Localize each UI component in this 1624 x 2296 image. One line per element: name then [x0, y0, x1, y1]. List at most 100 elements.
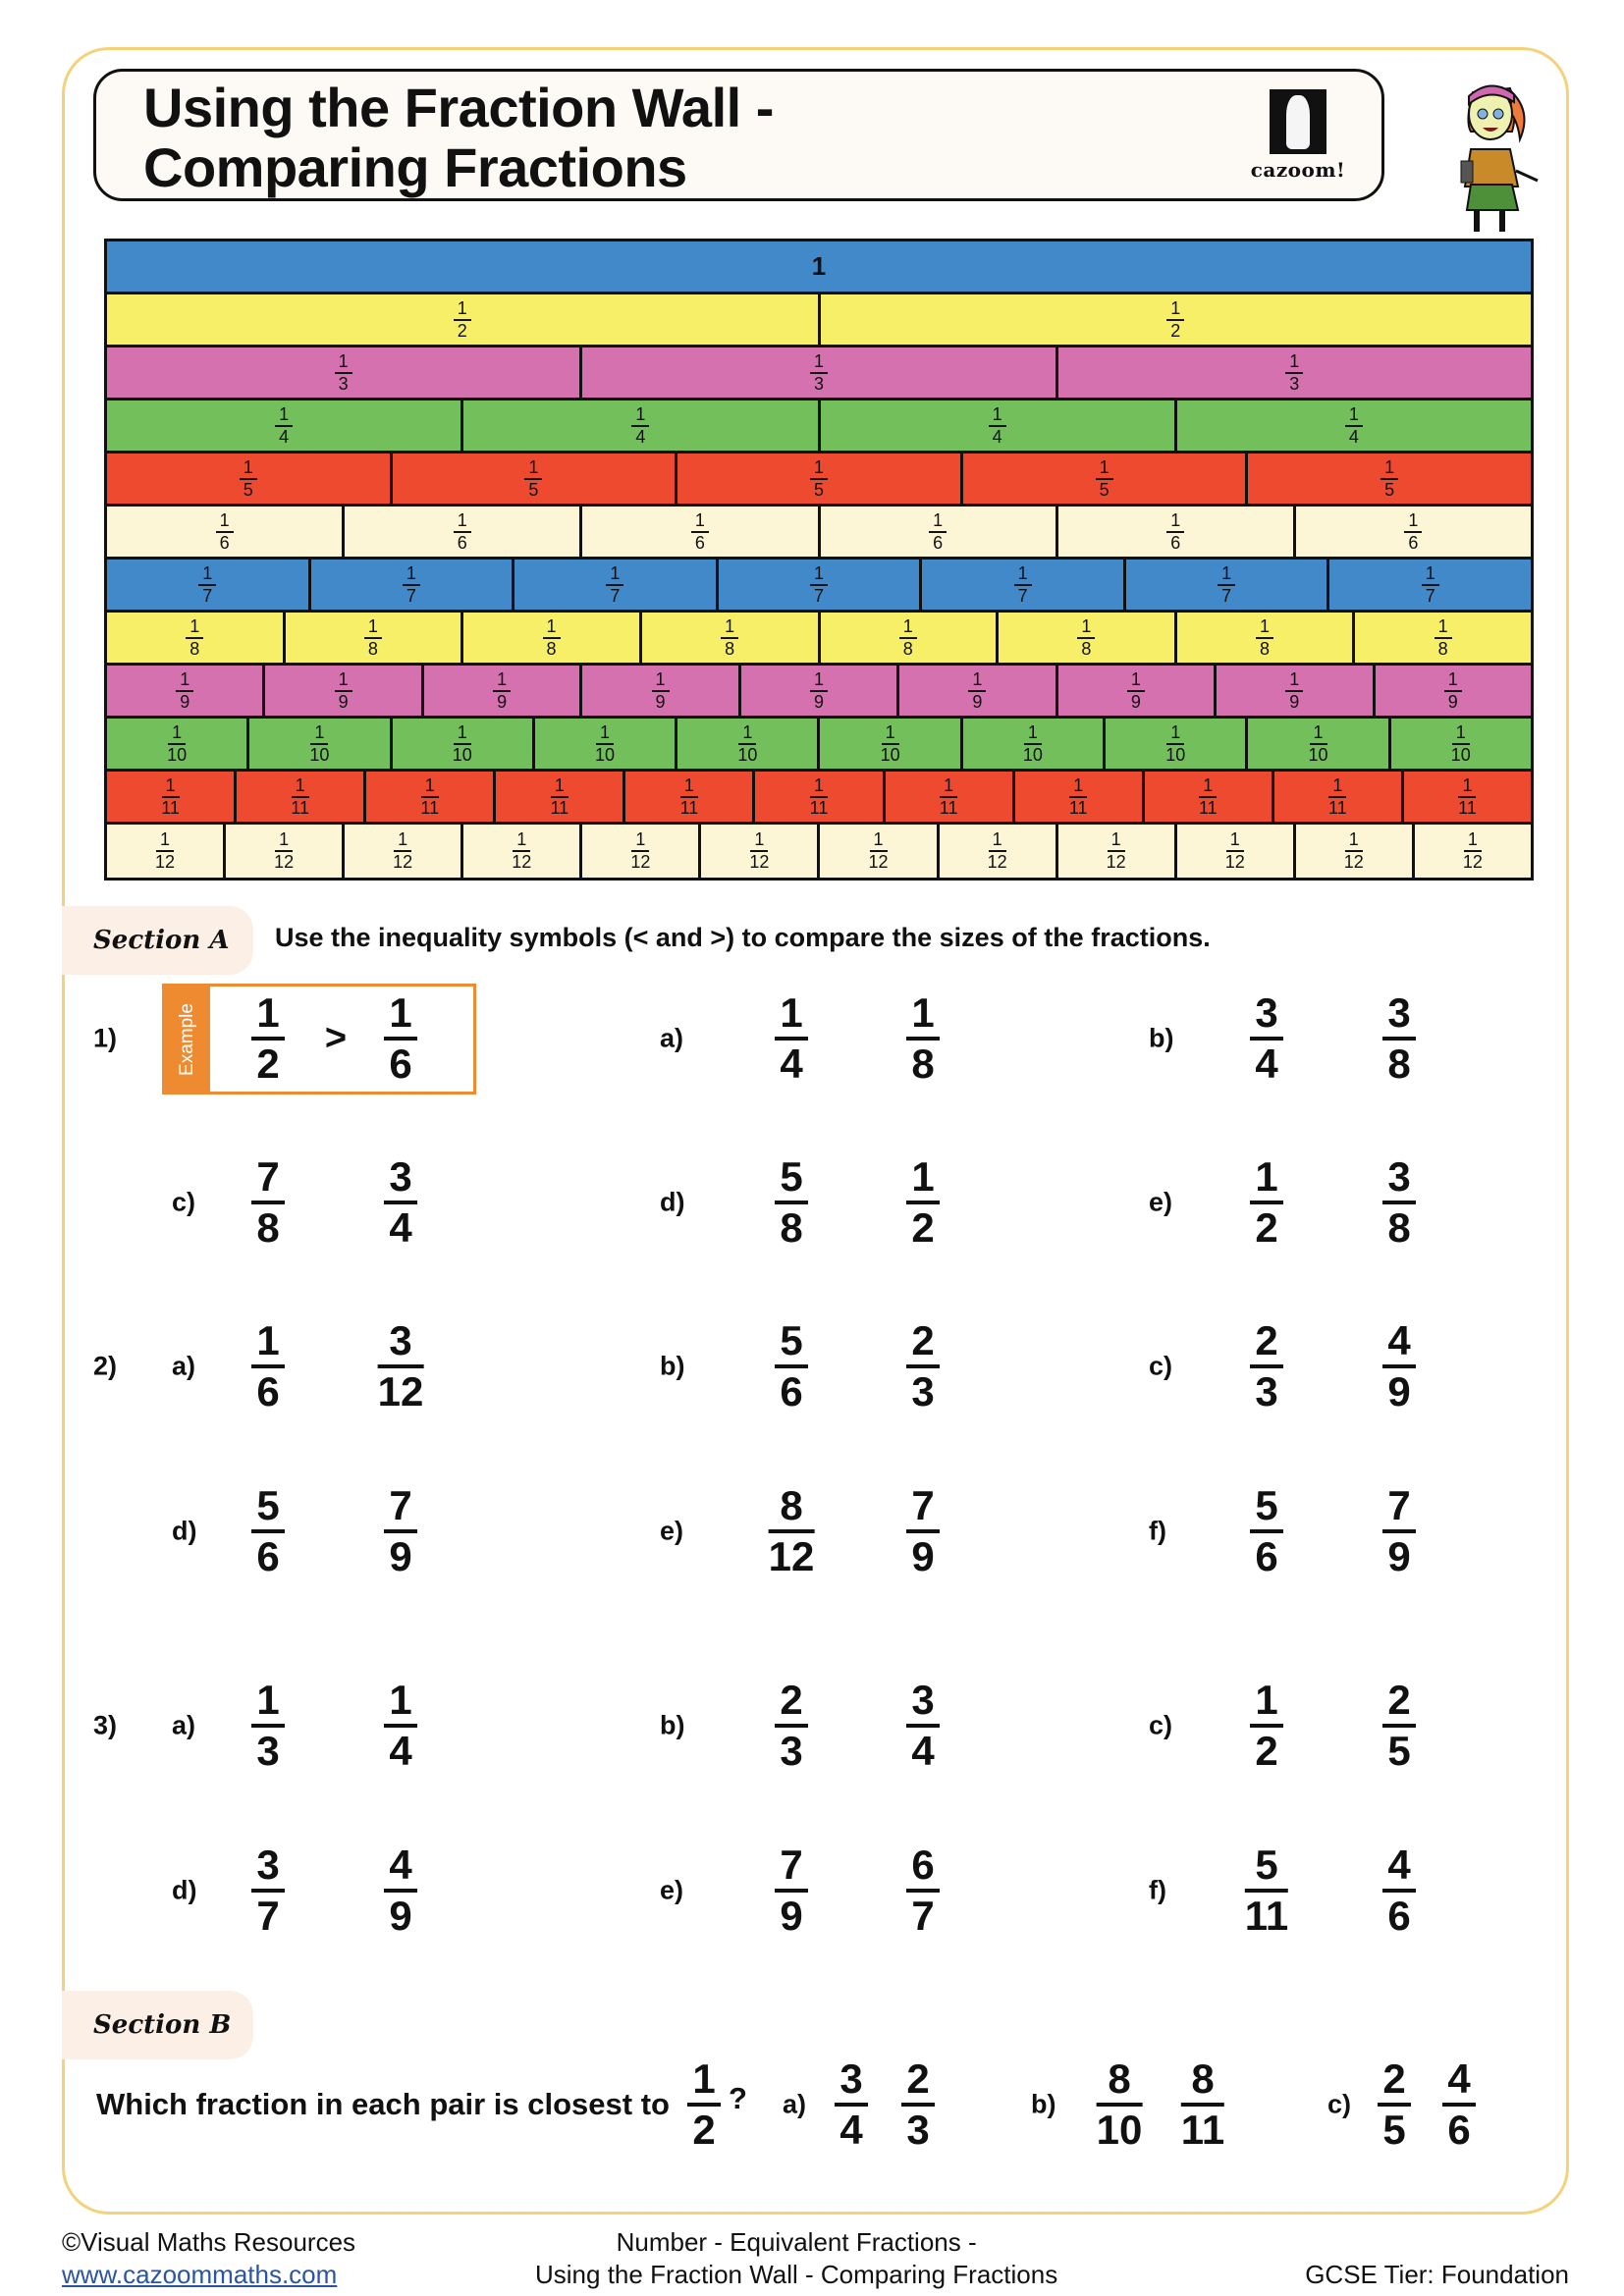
wall-brick: 1 10: [1248, 719, 1391, 769]
unit-fraction-label: 1 12: [1343, 829, 1364, 872]
wall-brick: 1: [107, 241, 1531, 292]
wall-brick: 1 12: [1414, 825, 1531, 878]
wall-brick: 1 10: [534, 719, 678, 769]
fraction-left: 8 12: [768, 1482, 815, 1579]
website-link[interactable]: www.cazoommaths.com: [62, 2260, 338, 2289]
tier-label: GCSE Tier: Foundation: [1305, 2260, 1569, 2289]
unit-fraction-label: 1 10: [737, 721, 758, 765]
wall-brick: 1 10: [820, 719, 963, 769]
wall-brick: 1 11: [1144, 772, 1274, 822]
question-letter: f): [1149, 1875, 1166, 1905]
unit-fraction-label: 1 12: [1224, 829, 1245, 872]
fraction-left: 8 10: [1096, 2056, 1143, 2153]
unit-fraction-label: 1 11: [161, 774, 180, 818]
wall-brick: 1 11: [1014, 772, 1145, 822]
wall-brick: 1 10: [249, 719, 393, 769]
unit-fraction-label: 1 10: [595, 721, 616, 765]
question-letter: c): [1327, 2089, 1352, 2119]
wall-brick: 1 12: [107, 825, 227, 878]
unit-fraction-label: 1 11: [1068, 774, 1088, 818]
unit-fraction-label: 1 10: [167, 721, 188, 765]
unit-fraction-label: 1 10: [452, 721, 472, 765]
unit-fraction-label: 1 10: [1165, 721, 1186, 765]
question-letter: b): [1031, 2089, 1056, 2119]
topic-line-2: Using the Fraction Wall - Comparing Frac…: [535, 2260, 1058, 2289]
question-letter: d): [172, 1875, 197, 1905]
question-number: 1): [93, 1023, 118, 1053]
question-letter: b): [1149, 1023, 1174, 1053]
wall-brick: 1 11: [366, 772, 497, 822]
unit-fraction-label: 1 12: [274, 829, 295, 872]
question-letter: d): [172, 1516, 197, 1546]
question-letter: c): [1149, 1351, 1173, 1381]
wall-brick: 1 11: [237, 772, 367, 822]
wall-brick: 1 11: [1403, 772, 1532, 822]
wall-row-1: 1: [107, 241, 1531, 294]
wall-brick: 1 11: [885, 772, 1015, 822]
fraction-right: 8 11: [1180, 2056, 1225, 2153]
section-b-tab: Section B: [62, 1991, 253, 2059]
wall-brick: 1 11: [1273, 772, 1404, 822]
wall-brick: 1 11: [496, 772, 626, 822]
wall-brick: 1 11: [625, 772, 756, 822]
wall-brick: 1 12: [463, 825, 583, 878]
question-number: 2): [93, 1351, 118, 1381]
unit-fraction-label: 1 12: [987, 829, 1007, 872]
wall-brick: 1 12: [939, 825, 1058, 878]
unit-fraction-label: 1 12: [155, 829, 176, 872]
wall-brick: 1 11: [107, 772, 238, 822]
